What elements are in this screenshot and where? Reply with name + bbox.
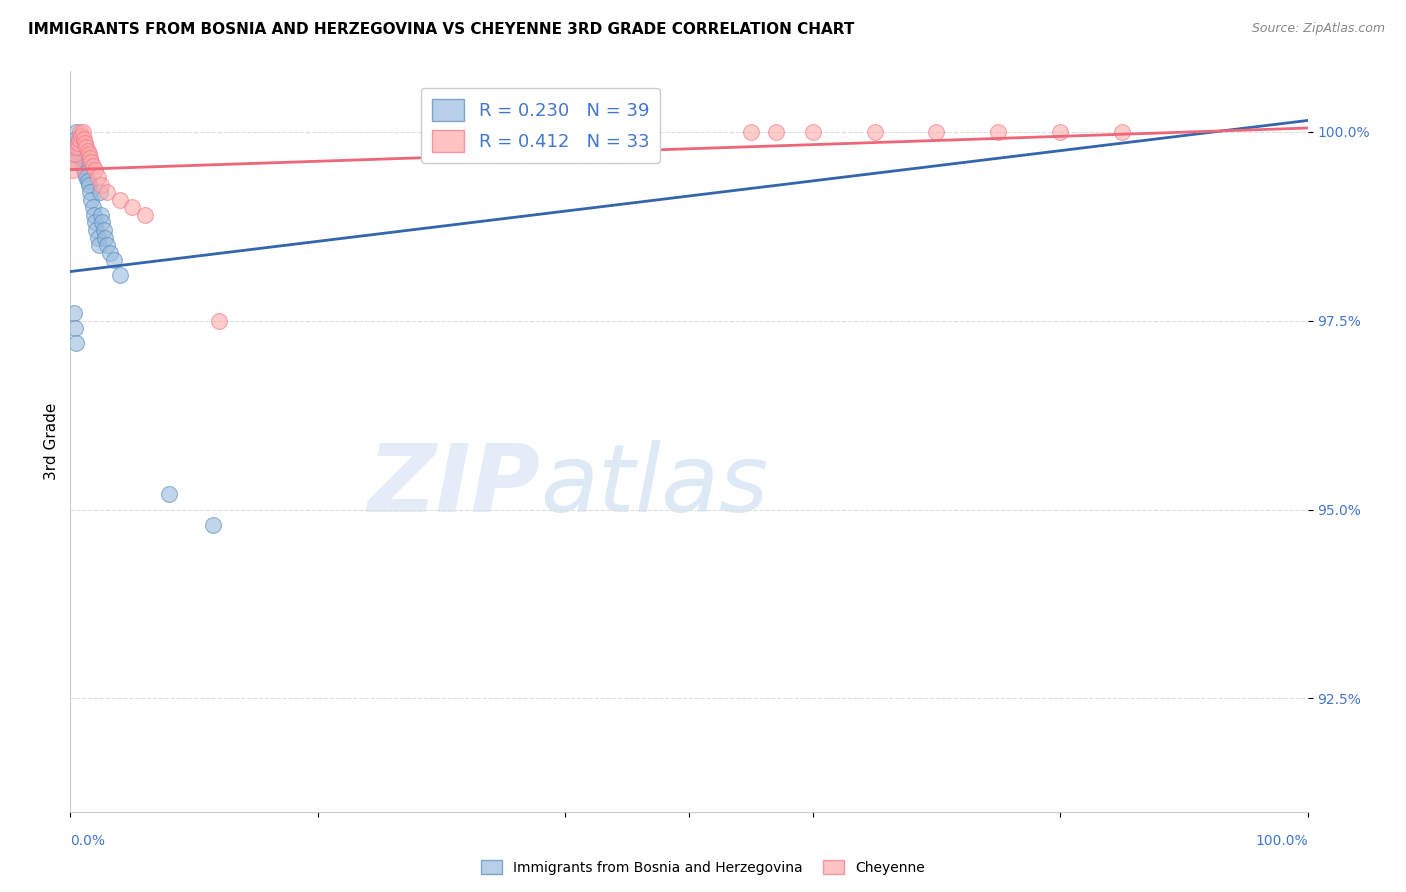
Point (765, 125, 787, 139)
Point (72, 159, 94, 173)
Point (925, 125, 948, 139)
Point (75, 166, 97, 180)
Point (65, 147, 87, 161)
Point (62, 162, 84, 177)
Point (82, 159, 104, 173)
Point (80, 155, 103, 169)
Point (70, 151, 93, 165)
Point (89, 186, 111, 200)
Point (69, 147, 91, 161)
Text: 0.0%: 0.0% (70, 834, 105, 848)
Point (75, 140, 97, 154)
Point (75, 136, 97, 150)
Point (65, 147, 87, 161)
Point (201, 517, 224, 532)
Point (84, 215, 107, 229)
Point (75, 170, 97, 185)
Text: ZIP: ZIP (367, 440, 540, 532)
Point (98, 245, 121, 260)
Point (108, 193, 131, 207)
Point (70, 128, 93, 143)
Point (90, 178, 112, 192)
Point (79, 186, 101, 200)
Point (96, 238, 118, 252)
Point (66, 136, 89, 150)
Point (76, 144, 98, 158)
Point (66, 136, 89, 150)
Text: Source: ZipAtlas.com: Source: ZipAtlas.com (1251, 22, 1385, 36)
Text: IMMIGRANTS FROM BOSNIA AND HERZEGOVINA VS CHEYENNE 3RD GRADE CORRELATION CHART: IMMIGRANTS FROM BOSNIA AND HERZEGOVINA V… (28, 22, 855, 37)
Point (67, 132, 90, 146)
Legend: R = 0.230   N = 39, R = 0.412   N = 33: R = 0.230 N = 39, R = 0.412 N = 33 (420, 87, 659, 162)
Point (69, 125, 91, 139)
Point (84, 223, 107, 237)
Point (73, 162, 96, 177)
Point (94, 230, 117, 244)
Point (77, 178, 100, 192)
Point (86, 170, 108, 185)
Point (1111, 125, 1133, 139)
Point (121, 200, 143, 214)
Point (72, 125, 94, 139)
Point (987, 125, 1010, 139)
Point (65, 321, 87, 335)
Point (91, 215, 114, 229)
Point (87, 238, 110, 252)
Point (67, 140, 90, 154)
Point (84, 162, 107, 177)
Legend: Immigrants from Bosnia and Herzegovina, Cheyenne: Immigrants from Bosnia and Herzegovina, … (475, 855, 931, 880)
Point (67, 144, 90, 158)
Point (65, 132, 87, 146)
Point (103, 253, 125, 268)
Point (76, 174, 98, 188)
Point (1049, 125, 1071, 139)
Y-axis label: 3rd Grade: 3rd Grade (44, 403, 59, 480)
Point (72, 155, 94, 169)
Point (63, 140, 86, 154)
Point (740, 125, 762, 139)
Point (82, 200, 104, 214)
Point (65, 125, 87, 139)
Point (108, 268, 131, 283)
Point (157, 487, 180, 501)
Point (65, 140, 87, 154)
Point (77, 147, 100, 161)
Text: atlas: atlas (540, 441, 769, 532)
Point (93, 223, 115, 237)
Point (134, 208, 156, 222)
Point (62, 155, 84, 169)
Point (86, 230, 108, 244)
Point (63, 155, 86, 169)
Point (65, 336, 87, 351)
Point (83, 208, 105, 222)
Text: 100.0%: 100.0% (1256, 834, 1308, 848)
Point (79, 151, 101, 165)
Point (90, 208, 112, 222)
Point (73, 132, 96, 146)
Point (208, 313, 231, 327)
Point (863, 125, 886, 139)
Point (96, 186, 118, 200)
Point (801, 125, 824, 139)
Point (63, 306, 86, 320)
Point (80, 193, 103, 207)
